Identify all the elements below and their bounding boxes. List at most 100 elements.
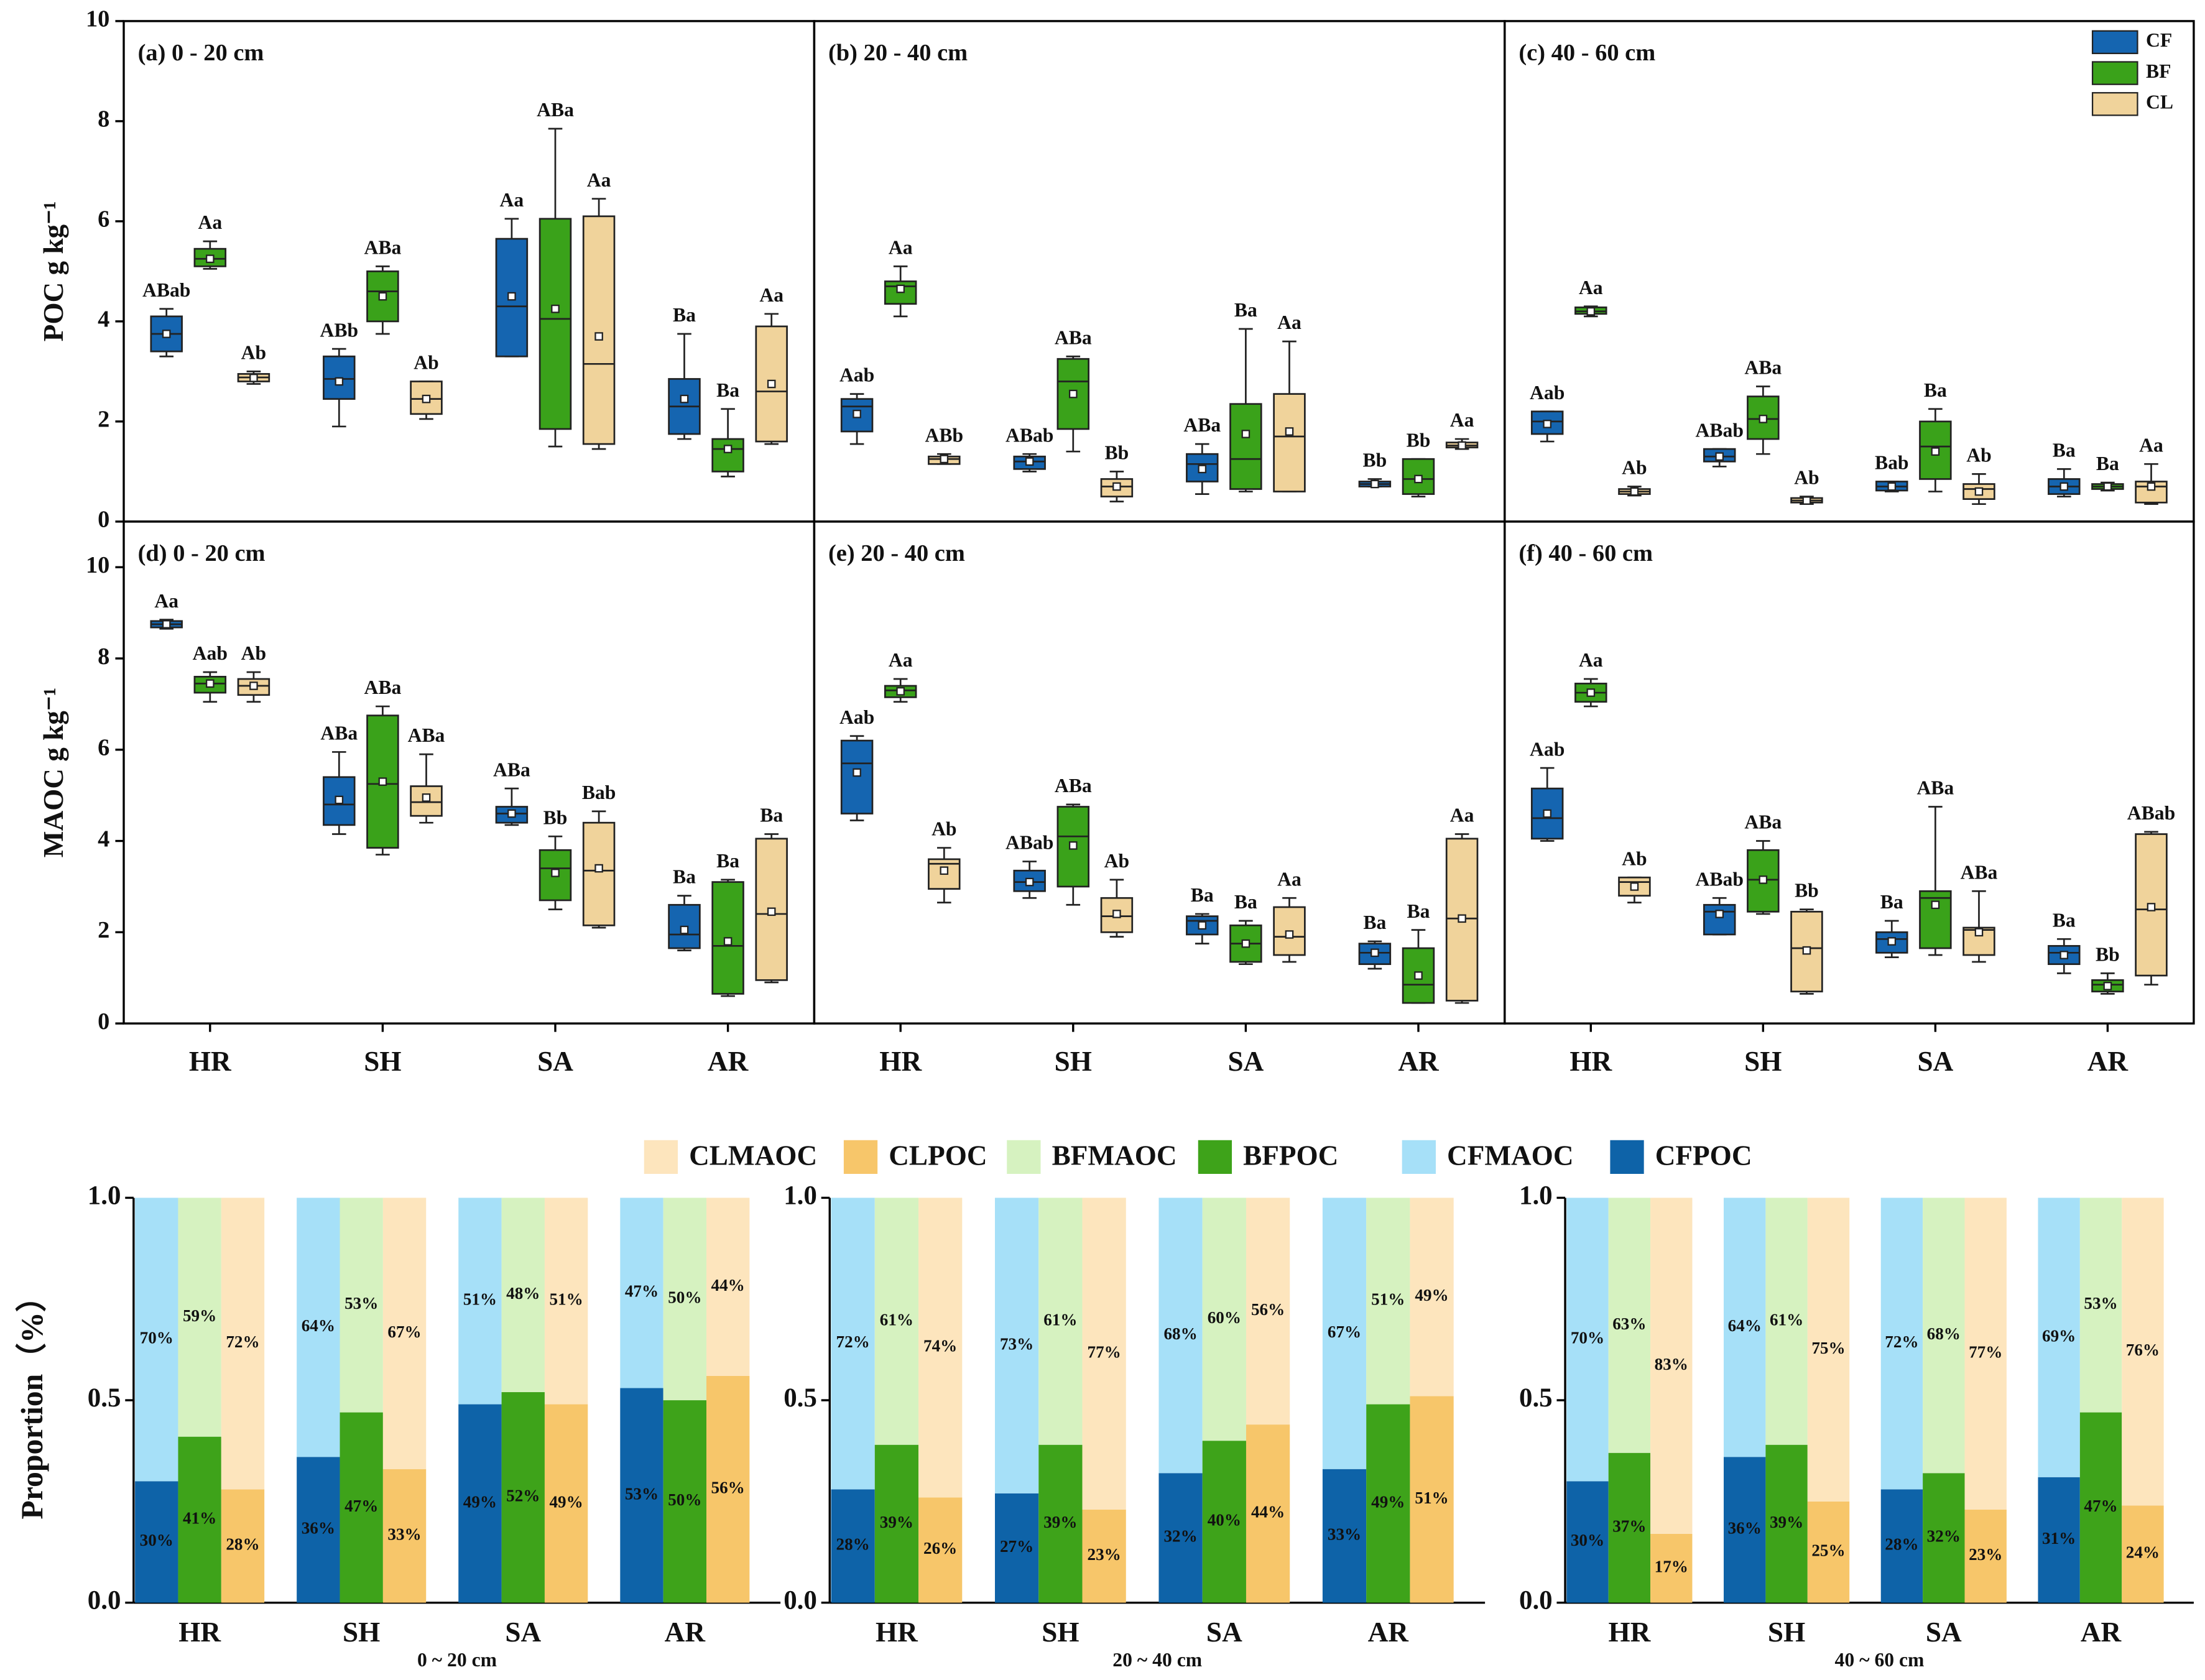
box [755,325,788,443]
value-label: 68% [1163,1324,1197,1343]
legend-swatch [2091,61,2138,85]
mean-marker [1069,841,1078,850]
bar-segment [1880,1198,1923,1490]
mean-marker [2147,482,2156,491]
bar-segment [918,1198,963,1498]
box [1919,890,1952,949]
bar-segment [340,1412,383,1603]
panel-frame [813,520,1506,1025]
mean-marker [1759,415,1768,423]
bar-segment [1964,1198,2007,1510]
mean-marker [853,768,861,777]
mean-marker [335,377,344,386]
bar-segment [1202,1441,1246,1603]
box [1962,483,1995,500]
value-label: 36% [302,1519,335,1538]
bar-segment [1038,1198,1083,1445]
y-tick-label: 2 [98,407,109,433]
x-tick-label: AR [708,1046,749,1077]
significance-label: ABb [320,319,359,341]
mean-marker [2059,951,2069,959]
value-label: 32% [1163,1527,1197,1546]
significance-label: Bb [1407,429,1431,451]
significance-label: ABa [493,759,530,780]
x-tick-label: AR [665,1617,706,1648]
mean-marker [940,866,949,875]
significance-label: Bb [543,806,568,828]
significance-label: Aa [587,169,611,191]
value-label: 77% [1969,1342,2002,1361]
mean-marker [1025,457,1034,466]
mean-marker [1198,921,1207,930]
value-label: 59% [183,1306,216,1325]
significance-label: Aab [839,706,874,728]
value-label: 44% [1251,1503,1285,1521]
box [711,438,744,473]
significance-label: Ba [1407,900,1430,922]
panel-title: (f) 40 - 60 cm [1519,540,1653,566]
legend-label: CLPOC [889,1140,987,1171]
value-label: 36% [1728,1519,1762,1538]
box [582,215,616,445]
y-axis-label: MAOC g kg⁻¹ [38,688,69,858]
mean-marker [249,681,258,690]
mean-marker [1630,882,1639,891]
value-label: 47% [344,1497,378,1515]
mean-marker [1285,427,1294,436]
mean-marker [2103,482,2112,491]
value-label: 32% [1927,1527,1961,1546]
bar-segment [2038,1198,2080,1477]
bar-segment [663,1198,707,1401]
bar-segment [135,1198,178,1482]
value-label: 47% [2084,1497,2117,1515]
y-tick-label: 4 [98,307,109,333]
bar-segment [874,1198,919,1445]
box [582,821,616,926]
significance-label: Ab [1794,467,1819,489]
panel-frame [1504,20,2195,523]
significance-label: Aa [1450,409,1474,431]
value-label: 70% [1571,1329,1604,1347]
x-tick-label: AR [2081,1617,2122,1648]
mean-marker [1802,496,1811,505]
value-label: 26% [923,1539,957,1558]
mean-marker [1543,809,1551,818]
bar-segment [1322,1469,1367,1603]
mean-marker [1974,928,1984,937]
y-tick-label: 0.0 [784,1586,817,1615]
bar-segment [221,1198,265,1490]
value-label: 31% [2042,1529,2076,1548]
box [1962,926,1995,956]
box [1530,787,1564,840]
bar-segment [1650,1533,1693,1603]
box [840,739,874,815]
significance-label: Ab [1104,850,1129,872]
bar-segment [1082,1509,1126,1603]
significance-label: ABab [1005,832,1053,854]
mean-marker [2103,982,2112,990]
legend-swatch [2091,92,2138,116]
significance-label: ABa [537,99,574,121]
legend-label: CFPOC [1655,1140,1752,1171]
legend-swatch [1610,1140,1644,1175]
y-tick-label: 10 [86,552,109,578]
bar-segment [620,1198,663,1388]
legend-label: CFMAOC [1447,1140,1573,1171]
value-label: 52% [506,1487,540,1505]
significance-label: Aa [154,590,178,612]
value-label: 50% [668,1288,701,1306]
significance-label: ABa [1183,414,1221,436]
bar-segment [1410,1396,1454,1603]
mean-marker [680,394,689,404]
value-label: 17% [1655,1558,1688,1576]
x-tick-label: SA [1917,1046,1953,1077]
value-label: 48% [506,1284,540,1303]
significance-label: Ab [1966,445,1991,466]
value-label: 56% [1251,1300,1285,1319]
significance-label: Ba [673,866,696,888]
significance-label: Aa [500,189,524,211]
significance-label: ABb [925,424,964,446]
bar-segment [1880,1489,1923,1603]
significance-label: Aa [1579,277,1603,298]
bar-segment [2079,1198,2122,1413]
